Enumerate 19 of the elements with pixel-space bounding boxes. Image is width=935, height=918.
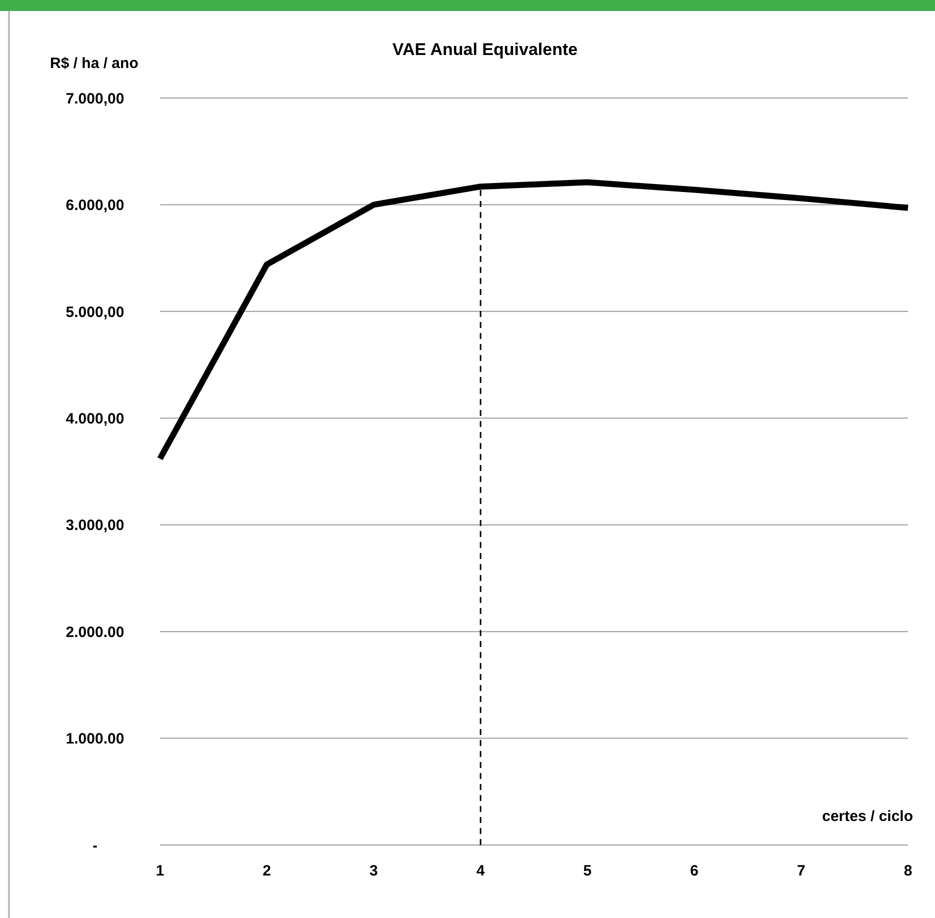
x-tick-label: 2 [262,862,272,880]
y-axis-title: R$ / ha / ano [50,55,138,72]
chart-title: VAE Anual Equivalente [392,40,578,59]
x-axis-title: certes / ciclo [822,808,913,825]
x-tick-label: 4 [476,862,486,880]
y-tick-label: 6.000,00 [66,197,124,214]
y-tick-label: - [92,837,98,854]
x-tick-label: 3 [370,862,378,880]
x-tick-label: 7 [796,862,806,880]
y-tick-label: 7.000,00 [66,90,124,108]
y-tick-label: 5.000,00 [66,304,124,321]
x-tick-label: 8 [904,862,912,880]
x-tick-label: 1 [156,862,164,880]
y-tick-label: 3.000,00 [66,517,124,534]
y-tick-label: 1.000.00 [66,730,124,748]
x-tick-label: 5 [583,862,592,880]
y-tick-label: 4.000,00 [66,410,124,428]
x-tick-label: 6 [690,862,698,880]
y-tick-label: 2.000.00 [66,624,124,641]
